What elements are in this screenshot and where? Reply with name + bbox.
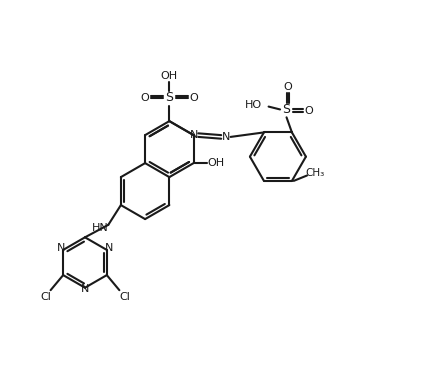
Text: N: N	[189, 130, 198, 140]
Text: N: N	[222, 132, 230, 142]
Text: S: S	[283, 103, 291, 116]
Text: O: O	[140, 93, 149, 103]
Text: CH₃: CH₃	[305, 168, 325, 178]
Text: OH: OH	[161, 71, 178, 81]
Text: Cl: Cl	[119, 292, 130, 302]
Text: O: O	[283, 82, 292, 92]
Text: O: O	[305, 105, 313, 115]
Text: N: N	[105, 243, 113, 253]
Text: N: N	[81, 285, 89, 295]
Text: HO: HO	[245, 100, 262, 110]
Text: OH: OH	[207, 158, 224, 168]
Text: Cl: Cl	[41, 292, 51, 302]
Text: O: O	[189, 93, 198, 103]
Text: N: N	[57, 243, 66, 253]
Text: HN: HN	[92, 223, 109, 233]
Text: S: S	[165, 91, 173, 104]
